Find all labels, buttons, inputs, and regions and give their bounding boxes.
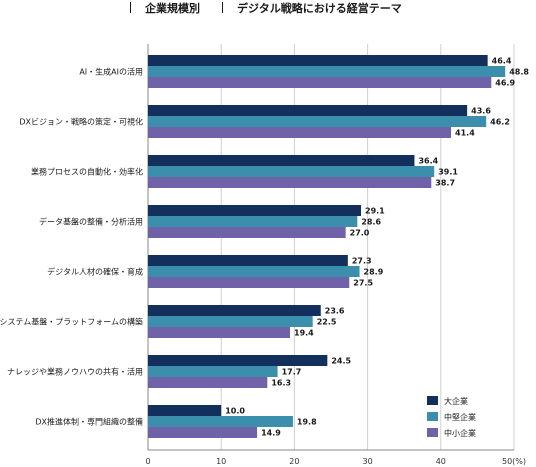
data-label: 46.4: [492, 57, 512, 66]
bar: [148, 105, 468, 116]
data-label: 27.5: [353, 279, 373, 288]
data-label: 38.7: [435, 179, 455, 188]
data-label: 27.0: [350, 229, 370, 238]
data-label: 29.1: [365, 207, 385, 216]
data-label: 10.0: [225, 407, 245, 416]
legend-swatch: [427, 428, 438, 437]
bar: [148, 416, 293, 427]
data-label: 28.6: [361, 218, 381, 227]
bar: [148, 166, 435, 177]
bar: [148, 227, 346, 238]
header-divider: [222, 2, 223, 13]
category-label: AI・生成AIの活用: [79, 67, 143, 77]
bar: [148, 327, 291, 338]
bar: [148, 255, 348, 266]
bar: [148, 127, 452, 138]
category-label: 業務プロセスの自動化・効率化: [31, 167, 143, 177]
x-tick-label: 40: [436, 457, 446, 466]
data-label: 28.9: [364, 268, 384, 277]
header-left-label: 企業規模別: [145, 2, 200, 15]
bar: [148, 366, 278, 377]
legend-label: 中堅企業: [444, 412, 476, 422]
x-tick-label: 0: [145, 457, 150, 466]
legend-swatch: [427, 412, 438, 421]
chart-header: 企業規模別 デジタル戦略における経営テーマ: [0, 0, 536, 22]
x-tick-label: 50(%): [502, 457, 526, 466]
category-label: DX推進体制・専門組織の整備: [35, 417, 143, 427]
data-label: 46.2: [490, 118, 510, 127]
data-label: 27.3: [352, 257, 372, 266]
bar: [148, 205, 362, 216]
bar: [148, 405, 222, 416]
header-right-label: デジタル戦略における経営テーマ: [237, 2, 402, 15]
data-label: 36.4: [418, 157, 438, 166]
data-label: 14.9: [261, 429, 281, 438]
x-tick-label: 10: [216, 457, 226, 466]
data-label: 17.7: [282, 368, 302, 377]
x-tick-label: 30: [363, 457, 373, 466]
category-label: システム基盤・プラットフォームの構築: [0, 317, 143, 327]
bar: [148, 55, 488, 66]
data-label: 39.1: [438, 168, 458, 177]
data-label: 19.8: [297, 418, 317, 427]
header-divider: [130, 2, 131, 13]
data-label: 23.6: [325, 307, 345, 316]
data-label: 19.4: [294, 329, 314, 338]
data-label: 24.5: [331, 357, 351, 366]
bar: [148, 66, 506, 77]
bar: [148, 427, 258, 438]
category-label: デジタル人材の確保・育成: [47, 267, 143, 277]
data-label: 41.4: [455, 129, 475, 138]
x-tick-label: 20: [289, 457, 299, 466]
bar: [148, 355, 328, 366]
bar: [148, 266, 360, 277]
bar: [148, 305, 321, 316]
data-label: 16.3: [271, 379, 291, 388]
bar: [148, 77, 492, 88]
data-label: 46.9: [495, 79, 515, 88]
category-label: ナレッジや業務ノウハウの共有・活用: [7, 367, 143, 377]
category-label: DXビジョン・戦略の策定・可視化: [19, 117, 143, 127]
legend-label: 中小企業: [444, 428, 476, 438]
bar: [148, 277, 350, 288]
category-label: データ基盤の整備・分析活用: [39, 217, 143, 227]
data-label: 43.6: [471, 107, 491, 116]
bar: [148, 377, 268, 388]
data-label: 48.8: [509, 68, 529, 77]
legend-label: 大企業: [444, 396, 468, 406]
bar: [148, 177, 432, 188]
legend-swatch: [427, 396, 438, 405]
bar: [148, 216, 358, 227]
data-label: 22.5: [317, 318, 337, 327]
bar: [148, 155, 415, 166]
bar: [148, 316, 313, 327]
bar: [148, 116, 487, 127]
